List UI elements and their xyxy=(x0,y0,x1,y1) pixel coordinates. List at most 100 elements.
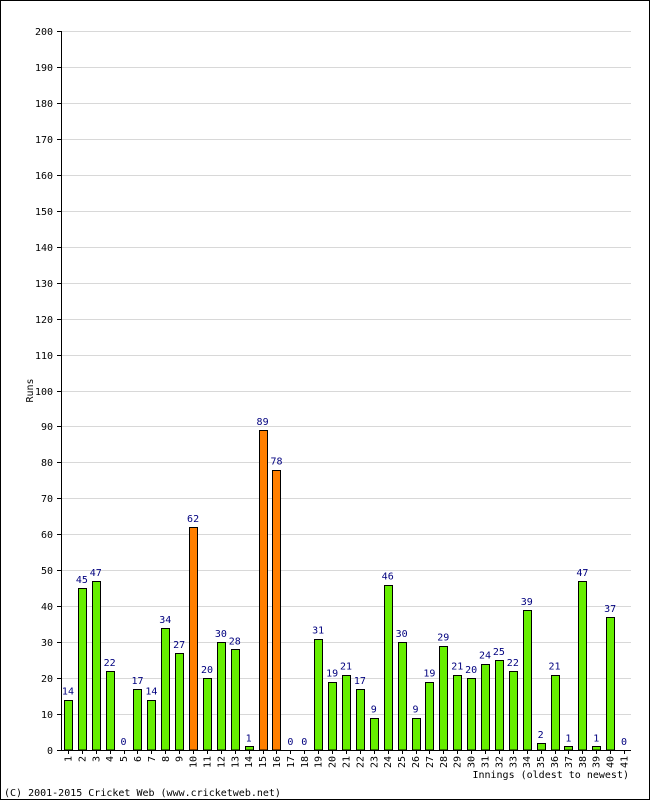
x-tick-label: 23 xyxy=(369,756,380,768)
x-tick-label: 6 xyxy=(133,756,144,762)
bar xyxy=(328,682,337,751)
bar xyxy=(564,746,573,751)
x-tick-label: 10 xyxy=(189,756,200,768)
bar xyxy=(495,660,504,751)
x-tick-label: 18 xyxy=(300,756,311,768)
x-tick-label: 40 xyxy=(606,756,617,768)
bar xyxy=(398,642,407,751)
bar xyxy=(453,675,462,751)
data-label: 1 xyxy=(565,733,571,744)
data-label: 30 xyxy=(215,629,227,640)
x-tick-label: 14 xyxy=(244,756,255,768)
data-label: 47 xyxy=(90,568,102,579)
data-label: 19 xyxy=(326,669,338,680)
data-label: 47 xyxy=(576,568,588,579)
data-label: 39 xyxy=(521,597,533,608)
data-label: 46 xyxy=(382,572,394,583)
x-tick-label: 2 xyxy=(77,756,88,762)
bar xyxy=(551,675,560,751)
bar xyxy=(272,470,281,751)
bar xyxy=(592,746,601,751)
data-label: 14 xyxy=(62,687,74,698)
bar xyxy=(217,642,226,751)
bar xyxy=(370,718,379,751)
copyright-credit: (C) 2001-2015 Cricket Web (www.cricketwe… xyxy=(4,788,281,799)
grid-lines xyxy=(57,31,631,751)
x-tick-label: 12 xyxy=(216,756,227,768)
data-label: 1 xyxy=(593,733,599,744)
x-tick-label: 39 xyxy=(592,756,603,768)
data-label: 0 xyxy=(121,737,127,748)
data-label: 22 xyxy=(104,658,116,669)
x-tick-label: 16 xyxy=(272,756,283,768)
y-tick-label: 50 xyxy=(41,566,53,577)
data-label: 2 xyxy=(538,730,544,741)
y-tick-label: 170 xyxy=(35,135,53,146)
data-label: 34 xyxy=(159,615,171,626)
bar xyxy=(78,588,87,751)
data-label: 14 xyxy=(145,687,157,698)
bar xyxy=(606,617,615,751)
data-label: 20 xyxy=(201,665,213,676)
y-tick-label: 100 xyxy=(35,387,53,398)
bar xyxy=(64,700,73,751)
x-tick-label: 33 xyxy=(508,756,519,768)
bar xyxy=(537,743,546,751)
x-tick-label: 36 xyxy=(550,756,561,768)
bar xyxy=(203,678,212,751)
y-tick-label: 140 xyxy=(35,243,53,254)
bar xyxy=(384,585,393,751)
data-label: 27 xyxy=(173,640,185,651)
y-tick-labels: 0 10 20 30 40 50 60 70 80 90 100 110 120 130 140 150 160… xyxy=(35,27,53,757)
x-tick-label: 13 xyxy=(230,756,241,768)
x-tick-label: 21 xyxy=(342,756,353,768)
y-tick-label: 190 xyxy=(35,63,53,74)
bar xyxy=(481,664,490,751)
bar xyxy=(578,581,587,751)
data-label: 78 xyxy=(270,457,282,468)
x-axis-title: Innings (oldest to newest) xyxy=(472,770,629,781)
y-tick-label: 150 xyxy=(35,207,53,218)
x-tick-label: 19 xyxy=(314,756,325,768)
bar xyxy=(439,646,448,751)
data-label: 0 xyxy=(621,737,627,748)
data-label: 31 xyxy=(312,626,324,637)
bar xyxy=(314,639,323,751)
y-tick-label: 110 xyxy=(35,351,53,362)
data-label: 22 xyxy=(507,658,519,669)
x-tick-label: 41 xyxy=(620,756,631,768)
data-label: 24 xyxy=(479,651,491,662)
data-label: 62 xyxy=(187,514,199,525)
data-label: 9 xyxy=(412,705,418,716)
data-label: 1 xyxy=(246,733,252,744)
data-label: 0 xyxy=(301,737,307,748)
data-label: 89 xyxy=(257,417,269,428)
data-label: 17 xyxy=(131,676,143,687)
data-label: 20 xyxy=(465,665,477,676)
x-tick-label: 31 xyxy=(481,756,492,768)
data-label: 30 xyxy=(396,629,408,640)
bar xyxy=(189,527,198,751)
bars xyxy=(64,430,615,751)
data-label: 45 xyxy=(76,575,88,586)
data-label: 37 xyxy=(604,604,616,615)
y-tick-label: 30 xyxy=(41,638,53,649)
x-tick-label: 24 xyxy=(383,756,394,768)
data-label: 0 xyxy=(287,737,293,748)
bar xyxy=(342,675,351,751)
x-tick-label: 28 xyxy=(439,756,450,768)
bar xyxy=(467,678,476,751)
bar xyxy=(412,718,421,751)
data-label: 29 xyxy=(437,633,449,644)
x-tick-label: 1 xyxy=(63,756,74,762)
x-tick-label: 27 xyxy=(425,756,436,768)
x-tick-label: 34 xyxy=(522,756,533,768)
y-tick-label: 90 xyxy=(41,422,53,433)
x-tick-label: 30 xyxy=(467,756,478,768)
data-label: 17 xyxy=(354,676,366,687)
x-tick-label: 35 xyxy=(536,756,547,768)
x-tick-label: 7 xyxy=(147,756,158,762)
x-tick-labels: 1 2 3 4 5 6 7 8 9 10 11 12 13 14 15 16 17 18 19 20 21 22 23 24 2… xyxy=(63,750,631,768)
